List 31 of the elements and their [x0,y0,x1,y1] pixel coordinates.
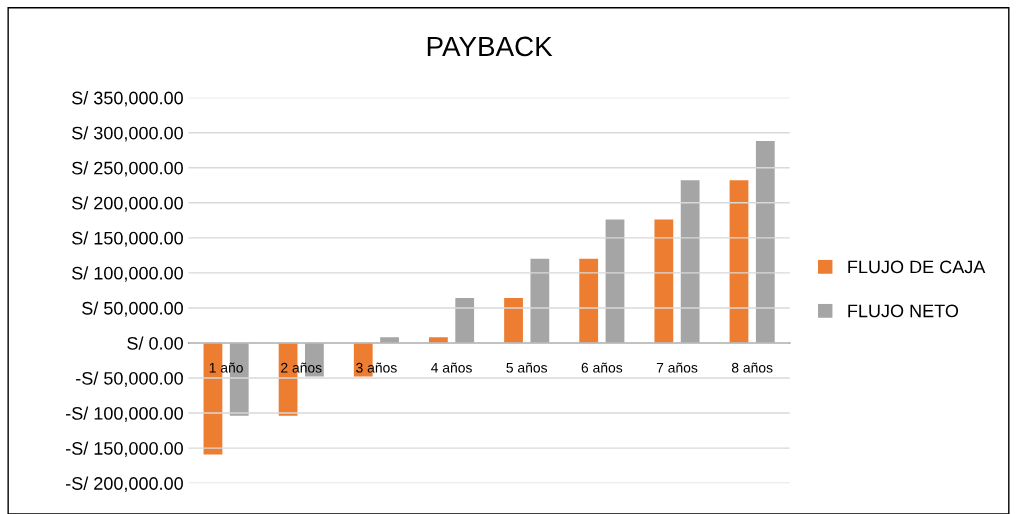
bar [729,180,749,343]
bar [530,258,550,343]
y-tick-label: -S/ 50,000.00 [76,371,183,387]
x-tick-label: 7 años [656,362,698,373]
y-tick-label: -S/ 100,000.00 [66,406,183,422]
chart-title: PAYBACK [427,36,553,57]
bar [380,337,399,343]
bar [429,337,448,343]
bar [654,219,674,343]
x-tick-label: 8 años [731,362,773,373]
bar [755,141,775,343]
x-tick-label: 5 años [506,362,548,373]
bar [605,219,625,343]
bar [504,298,523,343]
x-tick-label: 6 años [581,362,623,373]
y-tick-label: S/ 100,000.00 [72,266,183,282]
bar [455,298,475,343]
bar [680,180,700,343]
y-tick-label: S/ 0.00 [127,336,183,350]
y-tick-label: S/ 300,000.00 [72,126,183,142]
y-tick-label: -S/ 150,000.00 [66,441,183,457]
bar [579,258,599,343]
y-tick-label: S/ 150,000.00 [72,231,183,247]
x-tick-label: 4 años [431,362,472,373]
y-tick-label: S/ 250,000.00 [72,161,183,177]
y-tick-label: S/ 200,000.00 [72,196,183,212]
legend-label: FLUJO DE CAJA [848,260,986,274]
y-tick-label: S/ 50,000.00 [82,301,183,317]
y-tick-label: -S/ 200,000.00 [66,476,183,493]
legend-label: FLUJO NETO [848,304,959,318]
y-tick-label: S/ 350,000.00 [72,91,183,107]
